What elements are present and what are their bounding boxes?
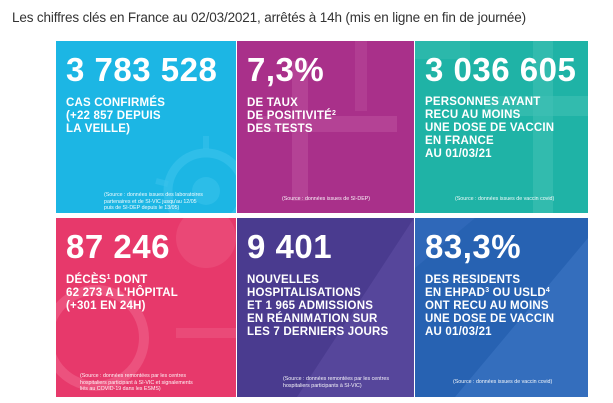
desc-line: ET 1 965 ADMISSIONS	[247, 300, 374, 312]
tile-confirmed-cases: 3 783 528 CAS CONFIRMÉS (+22 857 DEPUIS …	[56, 41, 236, 213]
positivity-rate-description: DE TAUX DE POSITIVITÉ2 DES TESTS	[247, 97, 414, 136]
vaccinated-people-description: PERSONNES AYANT RECU AU MOINS UNE DOSE D…	[425, 96, 588, 161]
cross-decoration-icon	[415, 41, 588, 213]
key-figures-grid: 3 783 528 CAS CONFIRMÉS (+22 857 DEPUIS …	[56, 41, 588, 397]
tile-hospitalisations: 9 401 NOUVELLES HOSPITALISATIONS ET 1 96…	[237, 218, 414, 397]
desc-text: DÉCÈS	[66, 274, 107, 286]
page-headline: Les chiffres clés en France au 02/03/202…	[12, 10, 526, 25]
hospitalisations-value: 9 401	[247, 228, 333, 265]
desc-line: (+22 857 DEPUIS	[66, 110, 161, 122]
hospitalisations-description: NOUVELLES HOSPITALISATIONS ET 1 965 ADMI…	[247, 274, 414, 339]
desc-text: DE POSITIVITÉ	[247, 110, 333, 122]
footnote-mark: 4	[545, 287, 550, 294]
desc-line: UNE DOSE DE VACCIN	[425, 313, 555, 325]
source-line: puis de SI-DEP depuis le 13/05)	[104, 205, 180, 211]
vaccinated-people-value: 3 036 605	[425, 51, 577, 88]
vaccinated-people-source: (Source : données issues de vaccin covid…	[455, 196, 555, 202]
source-line: (Source : données remontées par les cent…	[80, 373, 186, 379]
desc-line: AU 01/03/21	[425, 148, 492, 160]
desc-line: RECU AU MOINS	[425, 109, 521, 121]
desc-text: DONT	[110, 274, 148, 286]
desc-line: EN FRANCE	[425, 135, 494, 147]
desc-line: (+301 EN 24H)	[66, 300, 146, 312]
triangle-decoration-icon	[297, 218, 414, 397]
desc-line: LA VEILLE)	[66, 123, 131, 135]
desc-line: DE TAUX	[247, 97, 299, 109]
tile-positivity-rate: 7,3% DE TAUX DE POSITIVITÉ2 DES TESTS (S…	[237, 41, 414, 213]
tile-vaccinated-people: 3 036 605 PERSONNES AYANT RECU AU MOINS …	[415, 41, 588, 213]
deaths-description: DÉCÈS1 DONT 62 273 A L'HÔPITAL (+301 EN …	[66, 274, 236, 313]
virus-decoration-icon	[155, 136, 236, 213]
ehpad-residents-source: (Source : données issues de vaccin covid…	[453, 379, 553, 385]
plus-decoration-icon	[257, 41, 397, 201]
desc-line: DES TESTS	[247, 123, 313, 135]
desc-line: AU 01/03/21	[425, 326, 492, 338]
circle-decoration-icon	[56, 218, 236, 391]
desc-line: DE POSITIVITÉ2	[247, 110, 414, 123]
deaths-source: (Source : données remontées par les cent…	[80, 373, 193, 393]
deaths-value: 87 246	[66, 228, 170, 265]
desc-line: DÉCÈS1 DONT	[66, 274, 236, 287]
tile-deaths: 87 246 DÉCÈS1 DONT 62 273 A L'HÔPITAL (+…	[56, 218, 236, 397]
desc-line: EN EHPAD3 OU USLD4	[425, 287, 588, 300]
desc-line: HOSPITALISATIONS	[247, 287, 361, 299]
source-line: liés au COVID-19 dans les ESMS)	[80, 386, 161, 392]
desc-line: CAS CONFIRMÉS	[66, 97, 166, 109]
footnote-mark: 1	[106, 274, 111, 281]
footnote-mark: 3	[485, 287, 490, 294]
desc-line: UNE DOSE DE VACCIN	[425, 122, 555, 134]
source-line: partenaires et de SI-VIC jusqu'au 12/05	[104, 198, 197, 205]
confirmed-cases-value: 3 783 528	[66, 51, 218, 88]
positivity-rate-source: (Source : données issues de SI-DEP)	[282, 196, 371, 202]
desc-line: 62 273 A L'HÔPITAL	[66, 287, 178, 299]
desc-line: NOUVELLES	[247, 274, 320, 286]
source-line: (Source : données issues des laboratoire…	[104, 192, 203, 198]
source-line: hospitaliers participant à SI-VIC et sig…	[80, 379, 193, 386]
desc-line: DES RESIDENTS	[425, 274, 521, 286]
triangle-decoration-icon	[415, 218, 588, 397]
desc-line: LES 7 DERNIERS JOURS	[247, 326, 389, 338]
desc-text: OU USLD	[489, 287, 546, 299]
source-line: (Source : données remontées par les cent…	[283, 376, 389, 382]
ehpad-residents-value: 83,3%	[425, 228, 522, 265]
desc-line: PERSONNES AYANT	[425, 96, 541, 108]
confirmed-cases-description: CAS CONFIRMÉS (+22 857 DEPUIS LA VEILLE)	[66, 97, 236, 136]
confirmed-cases-source: (Source : données issues des laboratoire…	[104, 192, 203, 212]
hospitalisations-source: (Source : données remontées par les cent…	[283, 376, 389, 389]
source-line: hospitaliers participants à SI-VIC)	[283, 382, 362, 389]
tile-ehpad-residents: 83,3% DES RESIDENTS EN EHPAD3 OU USLD4 O…	[415, 218, 588, 397]
ehpad-residents-description: DES RESIDENTS EN EHPAD3 OU USLD4 ONT REC…	[425, 274, 588, 339]
desc-text: EN EHPAD	[425, 287, 486, 299]
desc-line: ONT RECU AU MOINS	[425, 300, 549, 312]
footnote-mark: 2	[332, 110, 337, 117]
positivity-rate-value: 7,3%	[247, 51, 325, 88]
desc-line: EN RÉANIMATION SUR	[247, 313, 378, 325]
